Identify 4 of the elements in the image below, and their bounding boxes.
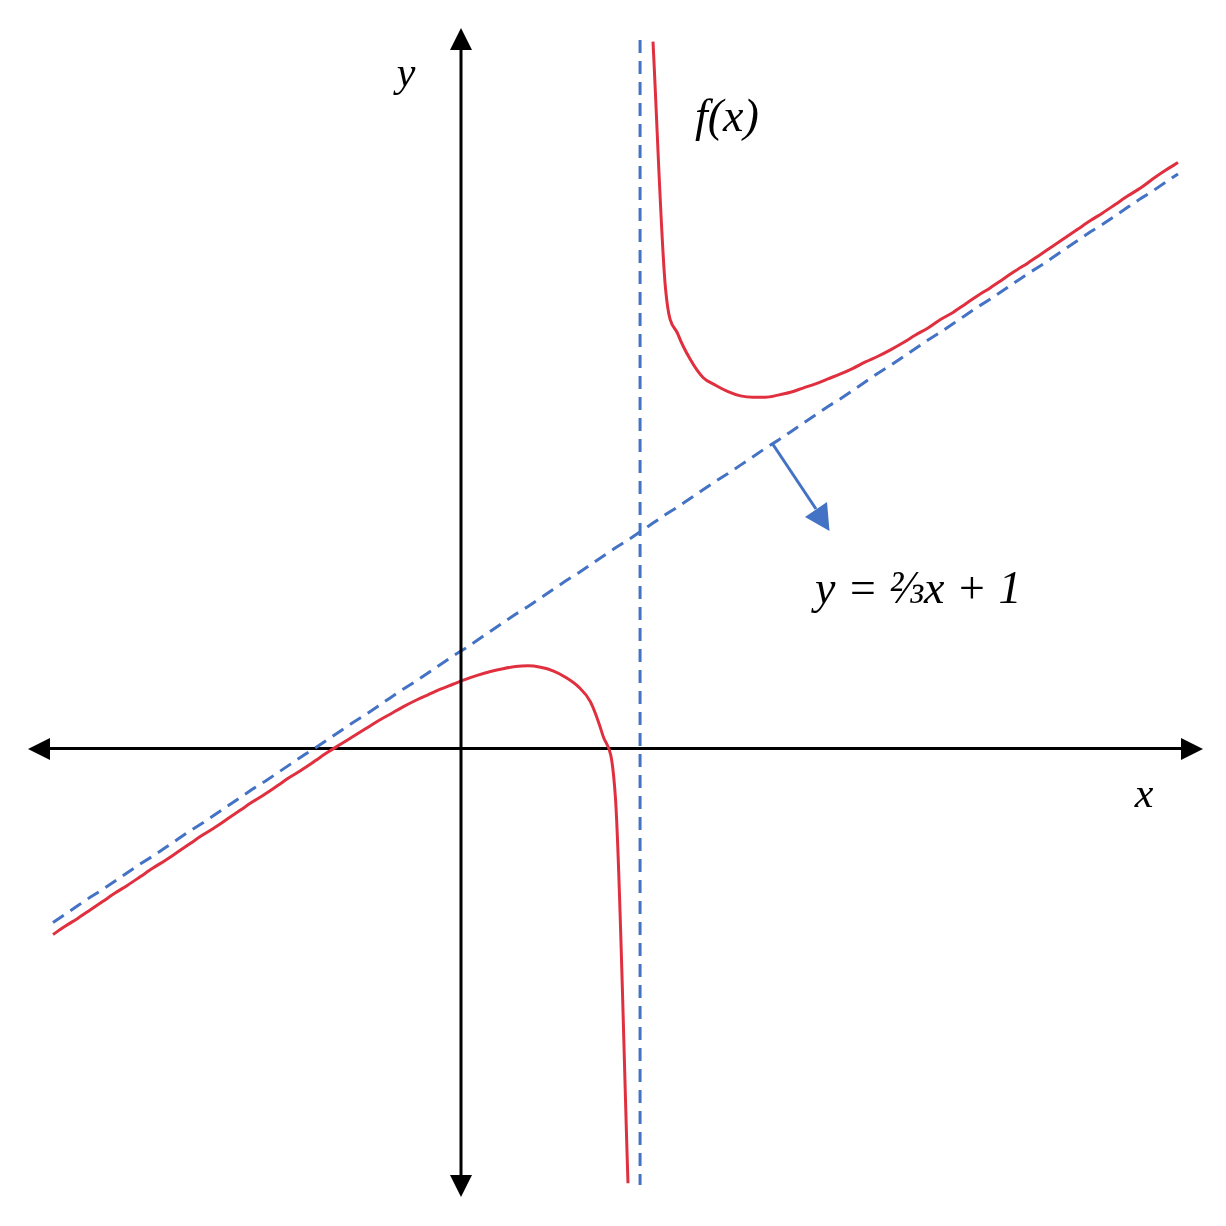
y-axis-title: y: [392, 49, 416, 95]
x-axis-title: x: [1133, 769, 1154, 816]
series-label: f(x): [695, 90, 759, 141]
annotation: y = ⅔x + 1: [811, 562, 1022, 613]
